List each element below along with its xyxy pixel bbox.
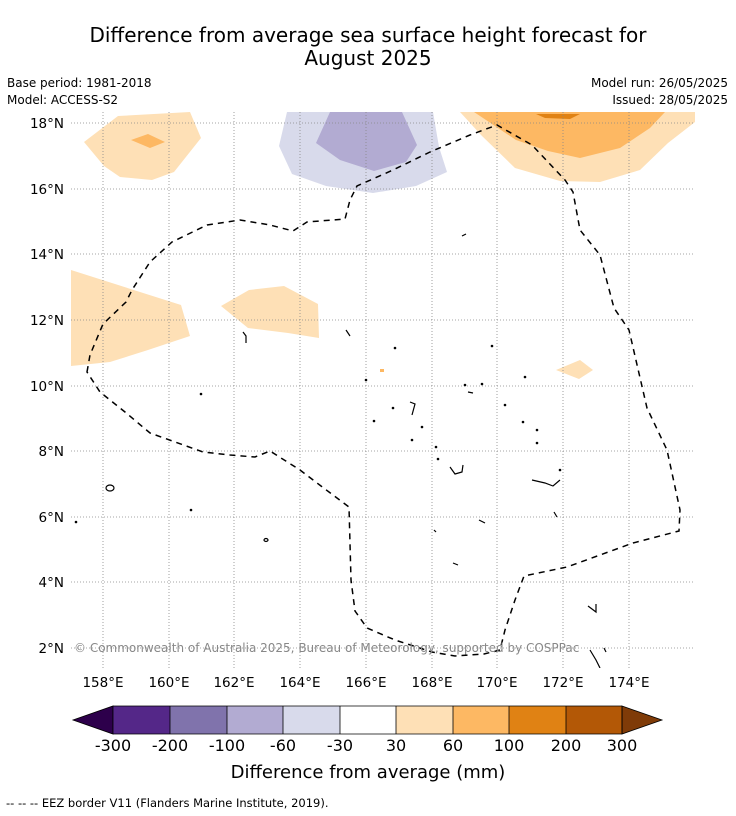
anomaly-30-60-west (71, 270, 190, 366)
anomaly-60-100-ne (474, 112, 665, 158)
colorbar-tick-300: 300 (607, 736, 638, 755)
anomaly-30-60-east (556, 360, 593, 379)
lat-label-2n: 2°N (39, 641, 64, 657)
colorbar-tick-60: 60 (443, 736, 463, 755)
lon-label-170e: 170°E (476, 675, 517, 691)
colorbar-tick-neg30: -30 (327, 736, 353, 755)
colorbar-extend-high (621, 705, 664, 735)
eez-legend-text: -- -- -- EEZ border V11 (Flanders Marine… (6, 796, 329, 810)
colorbar-tick-neg200: -200 (152, 736, 188, 755)
colorbar-bin-4 (283, 706, 340, 734)
anomaly-neg60-100-top (316, 112, 417, 171)
islands (74, 233, 607, 668)
lat-label-10n: 10°N (30, 379, 64, 395)
lat-label-8n: 8°N (39, 444, 64, 460)
latitude-labels: 2°N 4°N 6°N 8°N 10°N 12°N 14°N 16°N 18°N (30, 116, 64, 657)
lon-label-160e: 160°E (148, 675, 189, 691)
lat-label-4n: 4°N (39, 575, 64, 591)
lon-label-174e: 174°E (608, 675, 649, 691)
lon-label-172e: 172°E (542, 675, 583, 691)
longitude-labels: 158°E 160°E 162°E 164°E 166°E 168°E 170°… (82, 675, 649, 691)
colorbar-tick-30: 30 (386, 736, 406, 755)
colorbar-tick-100: 100 (494, 736, 525, 755)
model-run-text: Model run: 26/05/2025 (590, 76, 728, 90)
colorbar-bin-8 (509, 706, 566, 734)
base-period-text: Base period: 1981-2018 (7, 76, 152, 90)
map-title-line2: August 2025 (304, 46, 432, 70)
map-area: © Commonwealth of Australia 2025, Bureau… (71, 112, 695, 668)
colorbar-label: Difference from average (mm) (231, 762, 506, 783)
colorbar-tick-neg60: -60 (270, 736, 296, 755)
lat-label-6n: 6°N (39, 510, 64, 526)
colorbar-tick-neg300: -300 (95, 736, 131, 755)
colorbar-bin-1 (113, 706, 170, 734)
colorbar: -300 -200 -100 -60 -30 30 60 100 200 300… (71, 705, 664, 783)
colorbar-tick-neg100: -100 (209, 736, 245, 755)
anomaly-speck (380, 369, 384, 372)
issued-text: Issued: 28/05/2025 (612, 93, 728, 107)
map-title-line1: Difference from average sea surface heig… (89, 23, 647, 47)
sea-level-anomaly-fills (71, 112, 695, 379)
anomaly-30-60-nw (84, 112, 201, 180)
colorbar-bin-3 (227, 706, 283, 734)
lon-label-164e: 164°E (279, 675, 320, 691)
lon-label-168e: 168°E (411, 675, 452, 691)
lat-label-18n: 18°N (30, 116, 64, 132)
colorbar-extend-low (71, 705, 114, 735)
colorbar-bin-9 (566, 706, 622, 734)
lat-label-12n: 12°N (30, 313, 64, 329)
anomaly-60-100-nw (131, 134, 165, 148)
lat-label-14n: 14°N (30, 247, 64, 263)
colorbar-bin-2 (170, 706, 227, 734)
gridlines (71, 112, 695, 668)
lat-label-16n: 16°N (30, 182, 64, 198)
anomaly-100-200-ne (536, 114, 580, 119)
lon-label-158e: 158°E (82, 675, 123, 691)
colorbar-tick-200: 200 (551, 736, 582, 755)
colorbar-bin-7 (453, 706, 509, 734)
model-text: Model: ACCESS-S2 (7, 93, 119, 107)
eez-border (86, 124, 681, 657)
copyright-text: © Commonwealth of Australia 2025, Bureau… (74, 641, 579, 655)
anomaly-30-60-central (221, 286, 319, 338)
colorbar-bin-6 (396, 706, 453, 734)
lon-label-162e: 162°E (213, 675, 254, 691)
colorbar-bin-5 (340, 706, 396, 734)
lon-label-166e: 166°E (345, 675, 386, 691)
